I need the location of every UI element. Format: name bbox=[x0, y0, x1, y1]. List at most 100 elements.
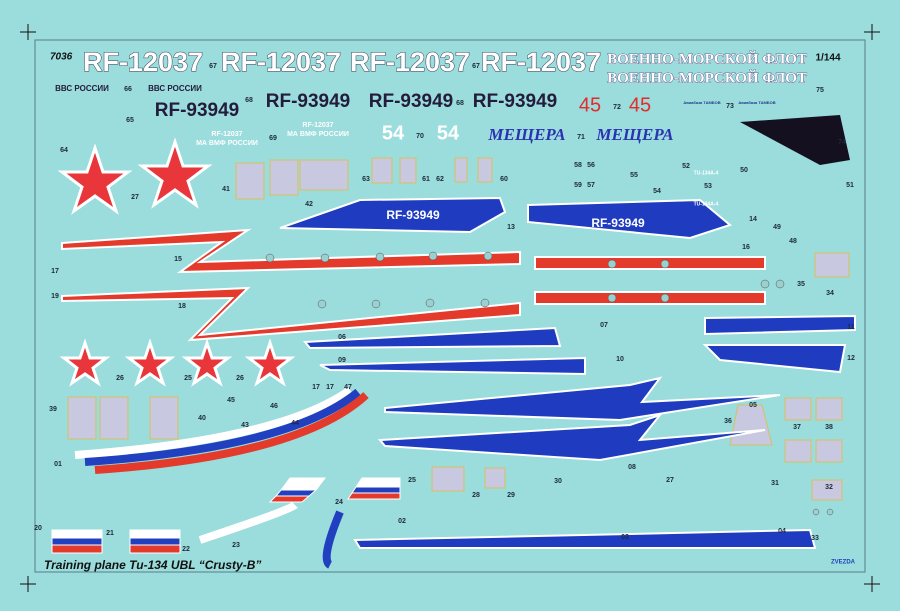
registration-small: RF-12037 bbox=[302, 122, 333, 129]
decal-number: 51 bbox=[846, 182, 854, 189]
registration-fin: RF-93949 bbox=[386, 208, 440, 222]
decal-number: 62 bbox=[436, 176, 444, 183]
decal-number: 71 bbox=[577, 134, 585, 141]
decal-number: 17 bbox=[51, 268, 59, 275]
decal-number: 23 bbox=[232, 542, 240, 549]
scale: 1/144 bbox=[815, 53, 840, 64]
decal-number: 04 bbox=[778, 528, 786, 535]
decal-number: 74 bbox=[838, 139, 846, 146]
decal-number: 69 bbox=[269, 135, 277, 142]
decal-number: 18 bbox=[178, 303, 186, 310]
air-force-inscription: ВВС РОССИИ bbox=[148, 84, 202, 93]
decal-number: 19 bbox=[51, 293, 59, 300]
registration: RF-93949 bbox=[369, 91, 454, 112]
decal-number: 72 bbox=[613, 104, 621, 111]
decal-number: 24 bbox=[335, 499, 343, 506]
decal-number: 29 bbox=[507, 492, 515, 499]
decal-number: 42 bbox=[305, 201, 313, 208]
registration: RF-93949 bbox=[266, 91, 351, 112]
decal-number: 06 bbox=[338, 334, 346, 341]
decal-number: 43 bbox=[241, 422, 249, 429]
decal-number: 50 bbox=[740, 167, 748, 174]
decal-number: 33 bbox=[811, 535, 819, 542]
aircraft-name: МЕЩЕРА bbox=[487, 125, 565, 144]
aircraft-name: МЕЩЕРА bbox=[595, 125, 673, 144]
navy-inscription: ВОЕННО-МОРСКОЙ ФЛОТ bbox=[607, 50, 807, 67]
side-number: 54 bbox=[437, 122, 460, 144]
decal-number: 37 bbox=[793, 424, 801, 431]
side-number: 45 bbox=[579, 94, 601, 116]
decal-number: 13 bbox=[507, 224, 515, 231]
decal-number: 60 bbox=[500, 176, 508, 183]
decal-number: 08 bbox=[628, 464, 636, 471]
decal-number: 68 bbox=[456, 100, 464, 107]
red-stripes bbox=[61, 228, 766, 342]
side-number: 54 bbox=[382, 122, 405, 144]
decal-number: 55 bbox=[630, 172, 638, 179]
air-force-inscription: ВВС РОССИИ bbox=[55, 84, 109, 93]
decal-number: 35 bbox=[797, 281, 805, 288]
decal-number: 17 bbox=[326, 384, 334, 391]
decal-number: 40 bbox=[198, 415, 206, 422]
decal-number: 31 bbox=[771, 480, 779, 487]
decal-number: 67 bbox=[209, 63, 217, 70]
decal-number: 09 bbox=[338, 357, 346, 364]
decal-number: 01 bbox=[54, 461, 62, 468]
decal-number: 26 bbox=[116, 375, 124, 382]
blue-panels bbox=[279, 196, 856, 549]
decal-number: 17 bbox=[312, 384, 320, 391]
decal-number: 22 bbox=[182, 546, 190, 553]
decal-number: 21 bbox=[106, 530, 114, 537]
decal-number: 54 bbox=[653, 188, 661, 195]
decal-number: 48 bbox=[789, 238, 797, 245]
decal-number: 10 bbox=[616, 356, 624, 363]
decal-number: 73 bbox=[726, 103, 734, 110]
decal-number: 38 bbox=[825, 424, 833, 431]
decal-number: 14 bbox=[749, 216, 757, 223]
decal-number: 75 bbox=[816, 87, 824, 94]
decal-number: 66 bbox=[124, 86, 132, 93]
registration: RF-93949 bbox=[155, 100, 240, 121]
decal-number: 67 bbox=[472, 63, 480, 70]
decal-number: 32 bbox=[825, 484, 833, 491]
decal-number: 03 bbox=[621, 534, 629, 541]
decal-number: 47 bbox=[344, 384, 352, 391]
decal-number: 30 bbox=[554, 478, 562, 485]
decal-number: 52 bbox=[682, 163, 690, 170]
decal-number: 02 bbox=[398, 518, 406, 525]
registration: RF-12037 bbox=[350, 47, 470, 77]
decal-number: 27 bbox=[131, 194, 139, 201]
decal-number: 12 bbox=[847, 355, 855, 362]
black-panel bbox=[740, 115, 850, 165]
registration-fin: RF-93949 bbox=[591, 216, 645, 230]
flags bbox=[51, 477, 401, 554]
decal-number: 20 bbox=[34, 525, 42, 532]
sheet-code: 7036 bbox=[50, 52, 73, 63]
decal-number: 65 bbox=[126, 117, 134, 124]
decal-number: 61 bbox=[422, 176, 430, 183]
decal-number: 25 bbox=[184, 375, 192, 382]
decal-number: 68 bbox=[245, 97, 253, 104]
brand: ZVEZDA bbox=[831, 560, 856, 566]
registration: RF-93949 bbox=[473, 91, 558, 112]
registration: RF-12037 bbox=[481, 47, 601, 77]
type-label: TU-134A-4 bbox=[694, 170, 719, 176]
sheet-border bbox=[34, 39, 866, 573]
decal-number: 28 bbox=[472, 492, 480, 499]
decal-number: 39 bbox=[49, 406, 57, 413]
decal-number: 16 bbox=[742, 244, 750, 251]
decal-number: 25 bbox=[408, 477, 416, 484]
decal-number: 07 bbox=[600, 322, 608, 329]
decal-number: 59 bbox=[574, 182, 582, 189]
registration-small: RF-12037 bbox=[211, 131, 242, 138]
registration: RF-12037 bbox=[221, 47, 341, 77]
decal-number: 34 bbox=[826, 290, 834, 297]
decal-number: 26 bbox=[236, 375, 244, 382]
caption: Training plane Tu-134 UBL “Crusty-B” bbox=[44, 558, 261, 572]
portholes bbox=[265, 251, 834, 516]
decal-number: 63 bbox=[362, 176, 370, 183]
crosshairs bbox=[20, 24, 880, 592]
decal-number: 45 bbox=[227, 397, 235, 404]
